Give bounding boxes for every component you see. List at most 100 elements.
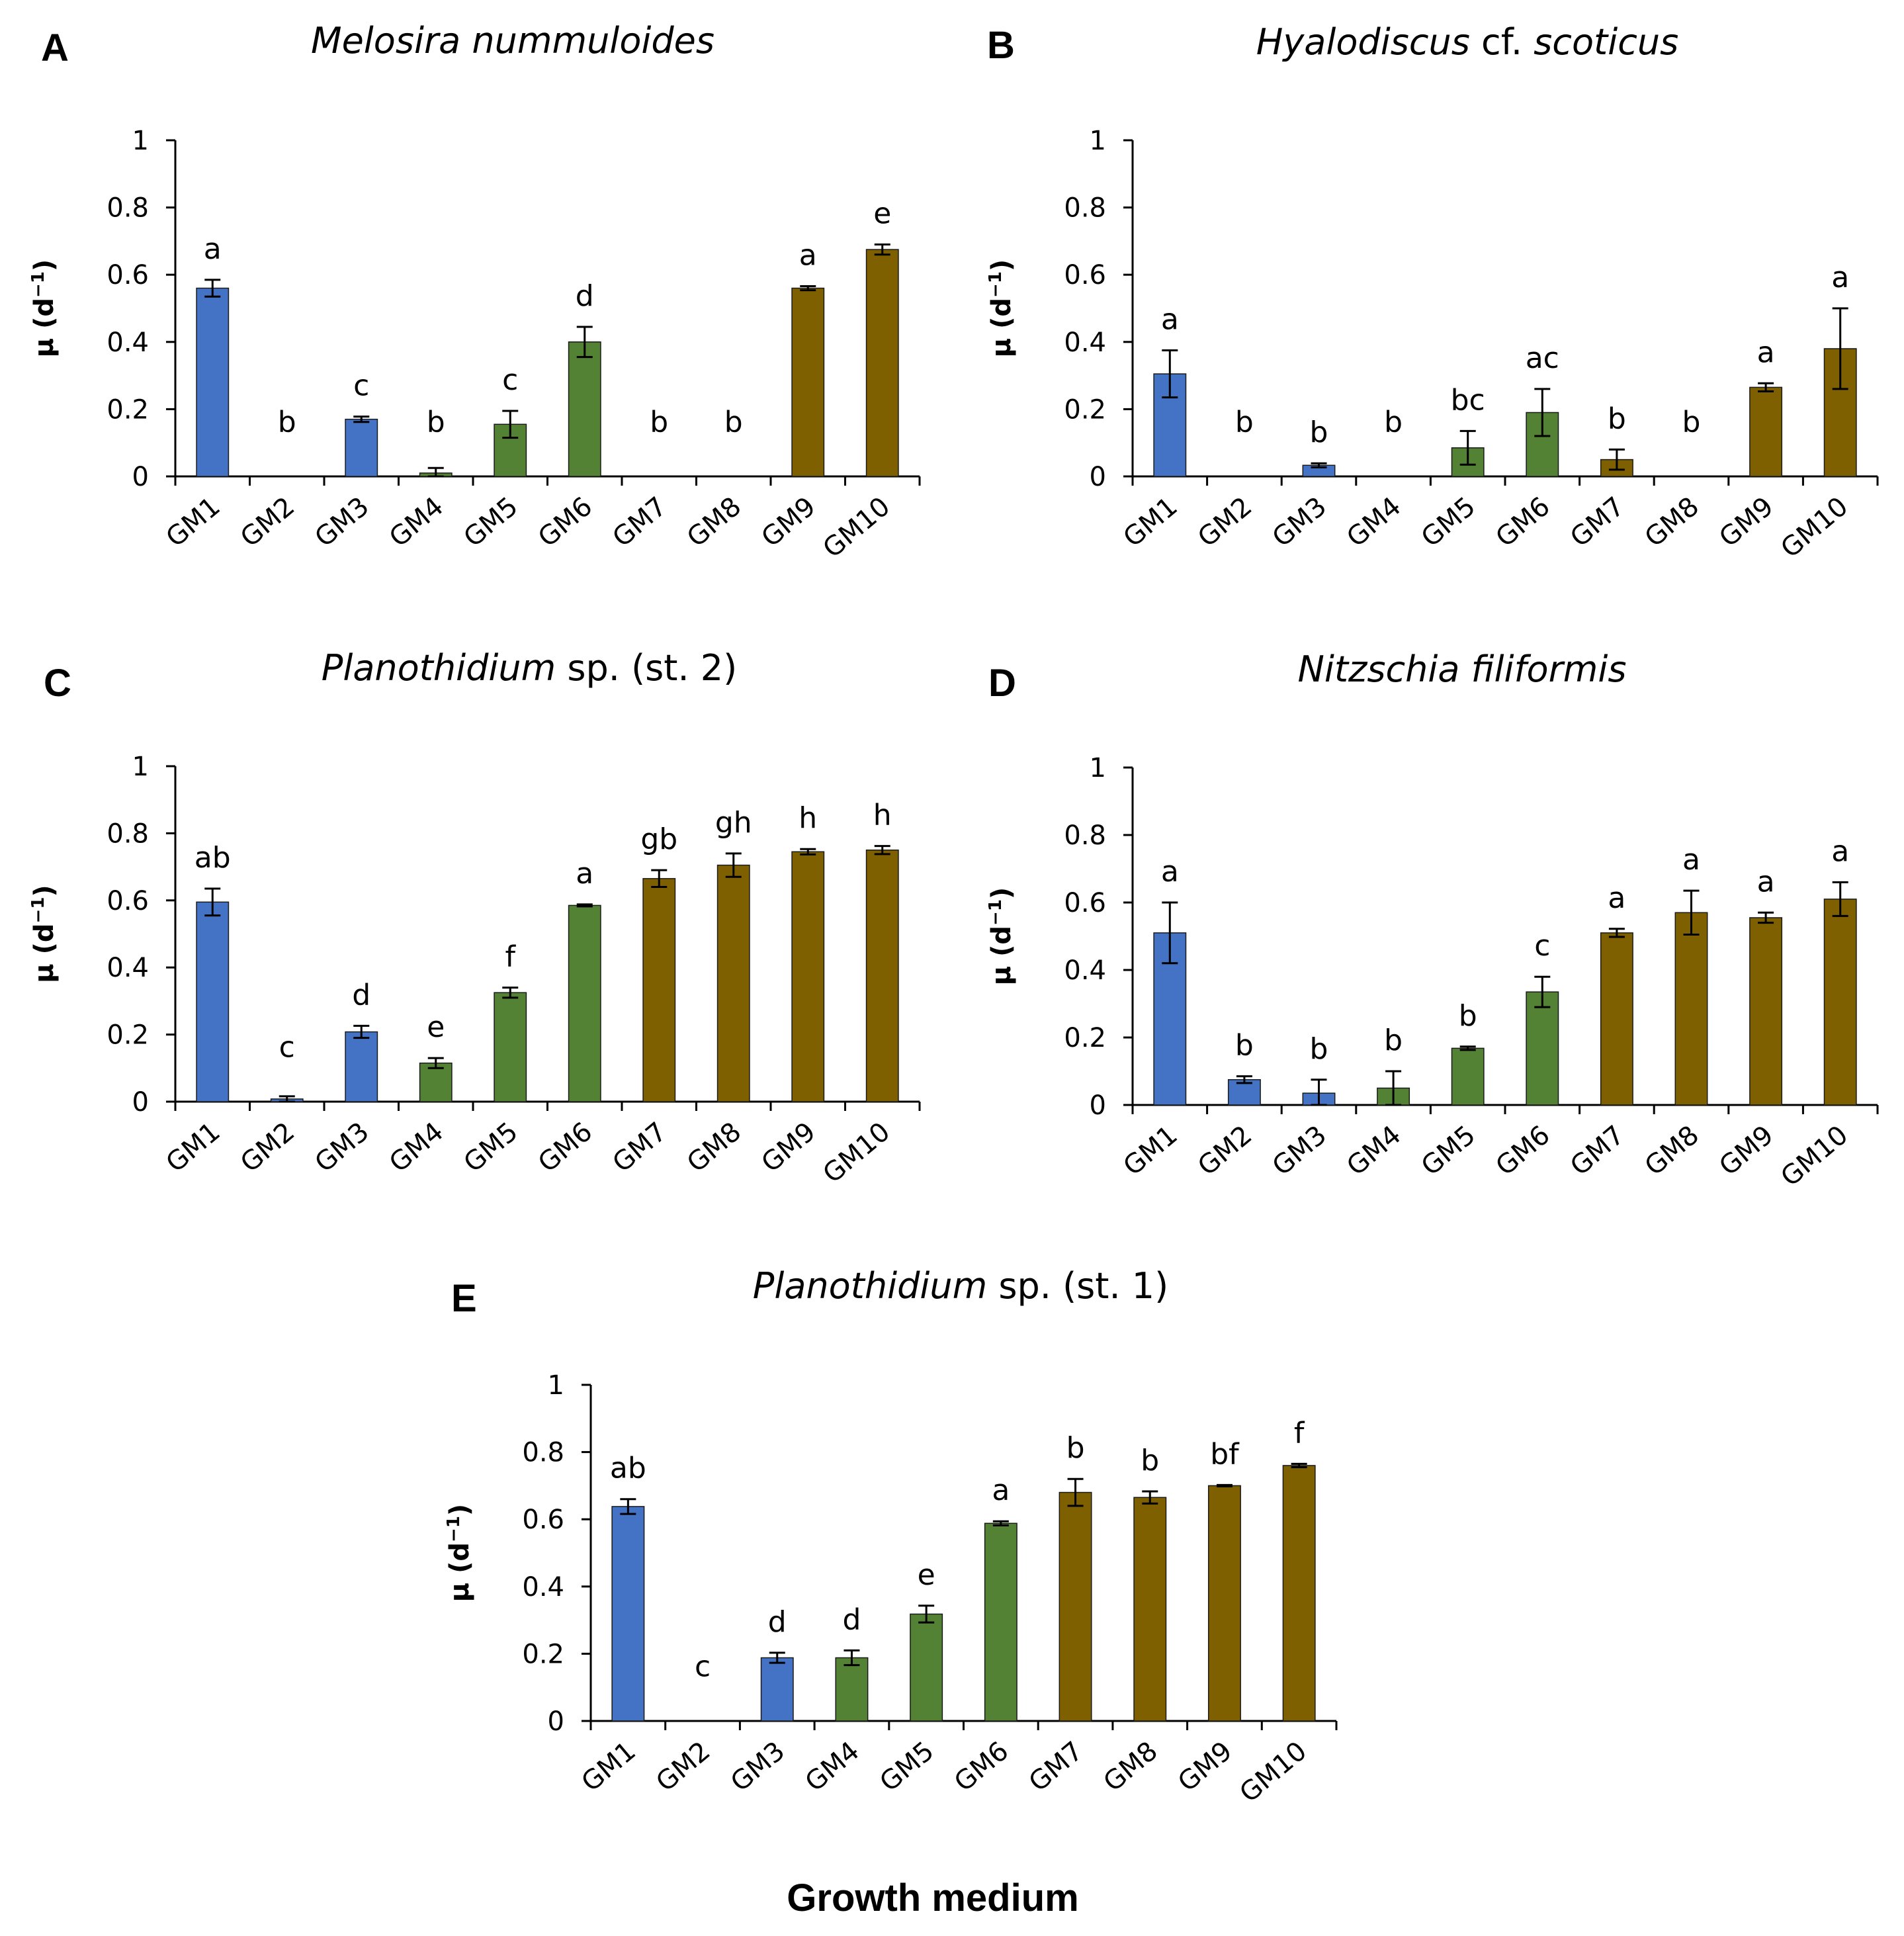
panel-d-bar-gm5 — [1451, 1047, 1485, 1106]
panel-a-sig-label-gm2: b — [278, 405, 296, 439]
panel-c-y-tick-label: 0.8 — [107, 818, 149, 849]
panel-e-sig-label-gm6: a — [992, 1474, 1010, 1507]
panel-d-sig-label-gm3: b — [1310, 1032, 1328, 1066]
panel-e-y-tick-label: 0.6 — [522, 1505, 564, 1535]
panel-e-bar-gm4 — [835, 1657, 869, 1722]
panel-a-sig-label-gm6: d — [576, 279, 594, 313]
panel-e-y-tick-label: 1 — [548, 1370, 564, 1401]
panel-a-sig-label-gm9: a — [799, 238, 817, 272]
panel-a-sig-label-gm3: c — [353, 369, 369, 403]
panel-c-bar-gm7 — [642, 878, 676, 1102]
panel-d-y-tick-label: 0.4 — [1064, 955, 1106, 986]
panel-e-sig-label-gm10: f — [1294, 1416, 1305, 1450]
panel-b-y-tick-label: 0.2 — [1064, 394, 1106, 425]
panel-c-sig-label-gm9: h — [799, 801, 817, 835]
panel-a-y-tick-label: 0 — [132, 462, 149, 492]
panel-a-y-tick-label: 0.8 — [107, 193, 149, 224]
panel-a-bar-gm3 — [345, 418, 378, 477]
x-axis-title: Growth medium — [787, 1876, 1078, 1919]
panel-a-sig-label-gm8: b — [724, 405, 743, 439]
panel-d-y-tick-label: 1 — [1090, 753, 1106, 783]
panel-a-bar-gm10 — [865, 249, 899, 477]
panel-b-bar-gm9 — [1749, 386, 1783, 477]
panel-d-y-axis-title: μ (d−1) — [986, 887, 1017, 985]
panel-e-sig-label-gm3: d — [768, 1605, 787, 1639]
panel-c-bar-gm1 — [196, 901, 230, 1102]
panel-c-y-tick-label: 0.4 — [107, 953, 149, 983]
panel-e-sig-label-gm4: d — [842, 1603, 861, 1636]
panel-d-sig-label-gm5: b — [1459, 999, 1477, 1033]
panel-d-y-tick-label: 0 — [1090, 1090, 1106, 1121]
panel-c-letter: C — [44, 662, 71, 705]
panel-c-bar-gm4 — [419, 1062, 453, 1102]
panel-b-sig-label-gm10: a — [1831, 261, 1849, 294]
panel-e-sig-label-gm1: ab — [610, 1452, 646, 1485]
panel-d-title: Nitzschia filiformis — [1297, 648, 1626, 690]
panel-c-sig-label-gm3: d — [352, 978, 370, 1012]
panel-c-bar-gm8 — [716, 864, 750, 1102]
panel-b-y-tick-label: 1 — [1090, 126, 1106, 156]
panel-e-sig-label-gm9: bf — [1210, 1437, 1240, 1471]
panel-c-title: Planothidium sp. (st. 2) — [322, 647, 737, 689]
panel-e-bar-gm3 — [760, 1657, 794, 1722]
panel-a-y-tick-label: 0.6 — [107, 260, 149, 290]
panel-e-letter: E — [451, 1277, 477, 1320]
panel-b-title: Hyalodiscus cf. scoticus — [1256, 21, 1679, 63]
panel-a-sig-label-gm4: b — [427, 405, 445, 439]
panel-b-letter: B — [987, 24, 1015, 67]
panel-b-y-axis-title: μ (d−1) — [986, 259, 1017, 357]
panel-c-sig-label-gm2: c — [279, 1031, 295, 1065]
panel-d: D Nitzschia filiformis μ (d−1) 0 0.2 0.4 0.6 0.… — [986, 648, 1879, 1192]
panel-e-sig-label-gm7: b — [1066, 1431, 1085, 1465]
panel-d-sig-label-gm7: a — [1608, 881, 1625, 915]
panel-e-y-axis-title: μ (d−1) — [444, 1504, 475, 1602]
panel-a-y-tick-label: 0.2 — [107, 394, 149, 425]
panel-c-sig-label-gm4: e — [427, 1010, 445, 1044]
panel-a-y-axis-title: μ (d−1) — [28, 259, 60, 357]
panel-b-y-tick-label: 0.4 — [1064, 328, 1106, 358]
panel-e-bar-gm5 — [910, 1613, 943, 1722]
panel-c-y-tick-label: 0.6 — [107, 886, 149, 916]
panel-d-bar-gm6 — [1526, 991, 1559, 1106]
panel-b-y-tick-label: 0.8 — [1064, 193, 1106, 224]
panel-d-y-tick-label: 0.8 — [1064, 820, 1106, 851]
panel-e-sig-label-gm2: c — [695, 1650, 711, 1683]
panel-a-y-tick-label: 0.4 — [107, 328, 149, 358]
panel-d-sig-label-gm9: a — [1757, 865, 1775, 899]
panel-d-bar-gm7 — [1600, 932, 1633, 1106]
panel-e: E Planothidium sp. (st. 1) μ (d−1) 0 0.2 0.4 0… — [444, 1265, 1338, 1808]
panel-e-bar-gm10 — [1282, 1465, 1316, 1722]
panel-a-sig-label-gm7: b — [650, 405, 668, 439]
panel-e-sig-label-gm8: b — [1141, 1444, 1159, 1477]
panel-a-letter: A — [41, 26, 69, 69]
panel-a-bar-gm6 — [568, 341, 601, 477]
panel-c-bar-gm6 — [568, 904, 601, 1102]
panel-b-sig-label-gm7: b — [1608, 402, 1626, 435]
panel-b-sig-label-gm2: b — [1235, 405, 1254, 439]
panel-c-bar-gm9 — [791, 851, 825, 1102]
panel-a-y-tick-label: 1 — [132, 126, 149, 156]
panel-e-y-tick-label: 0 — [548, 1706, 564, 1737]
panel-a-title: Melosira nummuloides — [311, 20, 714, 62]
panel-c-sig-label-gm8: gh — [715, 806, 752, 840]
panel-e-bar-gm6 — [984, 1522, 1017, 1722]
panel-e-title: Planothidium sp. (st. 1) — [753, 1265, 1168, 1307]
panel-b-y-tick-label: 0.6 — [1064, 260, 1106, 290]
panel-d-y-tick-label: 0.6 — [1064, 888, 1106, 918]
panel-e-sig-label-gm5: e — [918, 1558, 935, 1592]
panel-c-sig-label-gm10: h — [873, 799, 892, 832]
panel-e-y-tick-label: 0.4 — [522, 1572, 564, 1603]
panel-b-bar-gm10 — [1823, 348, 1857, 477]
panel-d-bar-gm9 — [1749, 917, 1783, 1106]
panel-b-sig-label-gm9: a — [1757, 335, 1775, 369]
panel-c-sig-label-gm1: ab — [195, 841, 231, 875]
panel-b-sig-label-gm4: b — [1384, 405, 1403, 439]
panel-e-bar-gm1 — [611, 1506, 645, 1722]
panel-b-sig-label-gm8: b — [1682, 405, 1701, 439]
panel-d-y-tick-label: 0.2 — [1064, 1023, 1106, 1053]
panel-c-y-tick-label: 1 — [132, 752, 149, 782]
panel-c-sig-label-gm7: gb — [640, 822, 677, 856]
panel-d-letter: D — [988, 662, 1016, 705]
panel-d-sig-label-gm8: a — [1682, 843, 1700, 877]
